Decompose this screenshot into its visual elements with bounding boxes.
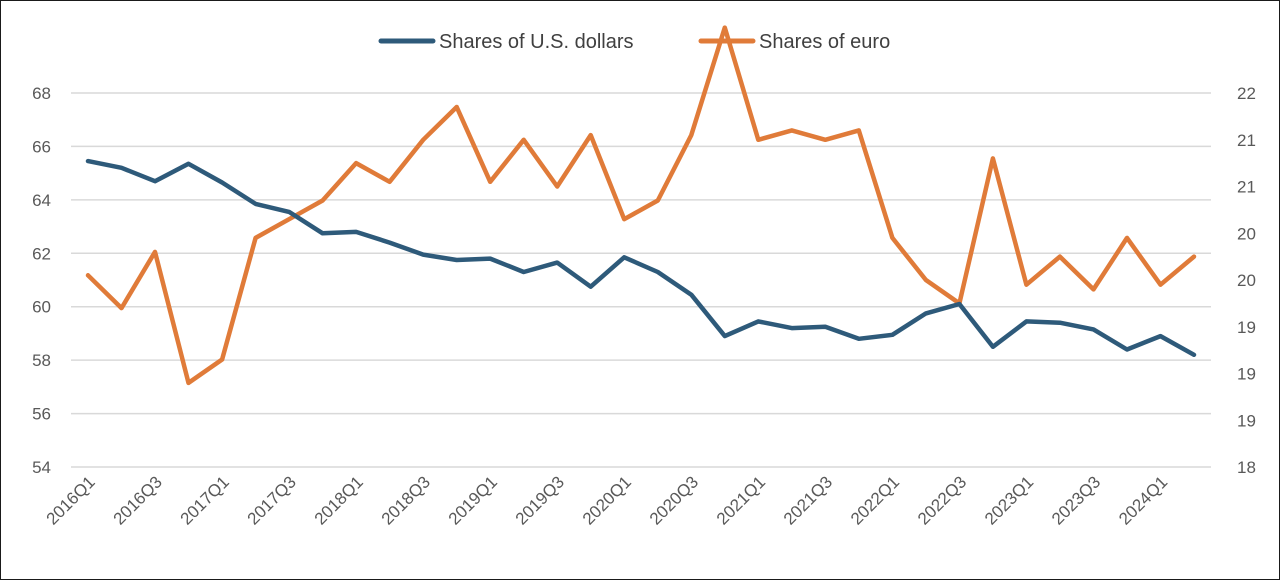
x-tick-label: 2020Q1 <box>579 472 635 528</box>
x-tick-label: 2016Q3 <box>110 472 166 528</box>
y-left-tick-label: 62 <box>32 244 51 263</box>
x-tick-label: 2024Q1 <box>1115 472 1171 528</box>
y-left-tick-label: 60 <box>32 298 51 317</box>
x-tick-label: 2018Q3 <box>378 472 434 528</box>
y-left-tick-label: 68 <box>32 84 51 103</box>
y-right-tick-label: 19 <box>1237 318 1256 337</box>
y-right-tick-label: 21 <box>1237 178 1256 197</box>
usd-line <box>85 158 1197 358</box>
y-axis-right: 18 19 19 19 20 20 21 21 22 <box>1237 84 1256 477</box>
y-left-tick-label: 56 <box>32 405 51 424</box>
y-left-tick-label: 64 <box>32 191 51 210</box>
y-axis-left: 54 56 58 60 62 64 66 68 <box>32 84 51 477</box>
y-left-tick-label: 58 <box>32 351 51 370</box>
x-tick-label: 2017Q3 <box>244 472 300 528</box>
x-tick-label: 2016Q1 <box>43 472 99 528</box>
euro-line <box>85 25 1197 386</box>
x-tick-label: 2022Q1 <box>847 472 903 528</box>
y-right-tick-label: 20 <box>1237 271 1256 290</box>
x-tick-label: 2023Q1 <box>981 472 1037 528</box>
legend: Shares of U.S. dollars Shares of euro <box>378 31 890 53</box>
x-tick-label: 2017Q1 <box>177 472 233 528</box>
x-tick-label: 2021Q1 <box>713 472 769 528</box>
y-right-tick-label: 19 <box>1237 411 1256 430</box>
y-left-tick-label: 66 <box>32 137 51 156</box>
y-right-tick-label: 21 <box>1237 131 1256 150</box>
legend-label-usd: Shares of U.S. dollars <box>439 31 634 53</box>
y-right-tick-label: 22 <box>1237 84 1256 103</box>
y-right-tick-label: 18 <box>1237 458 1256 477</box>
x-tick-label: 2019Q1 <box>445 472 501 528</box>
x-axis: 2016Q1 2016Q3 2017Q1 2017Q3 2018Q1 2018Q3 2019… <box>43 472 1172 528</box>
x-tick-label: 2020Q3 <box>646 472 702 528</box>
x-tick-label: 2022Q3 <box>914 472 970 528</box>
x-tick-label: 2018Q1 <box>311 472 367 528</box>
series-lines <box>85 25 1197 386</box>
x-tick-label: 2023Q3 <box>1048 472 1104 528</box>
x-tick-label: 2021Q3 <box>780 472 836 528</box>
y-left-tick-label: 54 <box>32 458 51 477</box>
gridlines <box>71 92 1211 468</box>
x-tick-label: 2019Q3 <box>512 472 568 528</box>
y-right-tick-label: 20 <box>1237 224 1256 243</box>
y-right-tick-label: 19 <box>1237 365 1256 384</box>
legend-label-eur: Shares of euro <box>759 31 890 53</box>
